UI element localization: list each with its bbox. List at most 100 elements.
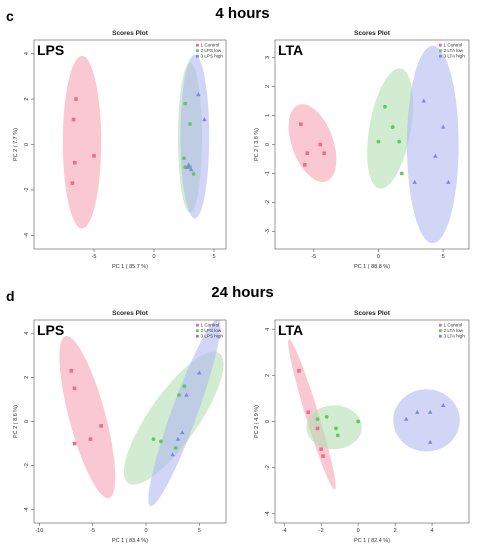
legend-entry: 3 LPS high [201,334,224,339]
data-point-series-2-2 [334,426,338,431]
x-tick-label: 2 [394,528,397,534]
x-axis-label: PC 1 ( 82.4 %) [354,538,390,544]
data-point-series-1-1 [297,368,301,373]
data-point-series-2-2 [188,122,192,126]
x-tick-label: -2 [319,528,324,534]
data-point-series-3-2 [202,117,207,122]
data-point-series-3-4 [175,436,181,441]
plot-area [288,339,460,490]
x-tick-label: -10 [35,528,43,534]
legend-swatch [439,43,442,47]
section-title-4-hours: 4 hours [215,5,270,22]
data-point-series-2-4 [397,139,402,144]
data-point-series-1-3 [315,426,320,431]
data-point-series-1-3 [99,424,103,428]
y-tick-label: -2 [24,187,30,192]
x-tick-label: -5 [90,528,95,534]
data-point-series-3-3 [185,164,190,169]
data-point-series-1-2 [306,410,311,415]
scores-plot-lta-4h: Scores Plot -5 0 5 -3 -2 -1 0 1 2 3 PC 1 ( 88.8 %) P… [254,30,470,270]
data-point-series-3-1 [421,98,426,103]
data-point-series-2-1 [324,414,329,419]
chart-title: Scores Plot [112,310,149,317]
legend-entry: 3 LPS high [201,54,224,59]
data-point-series-1-4 [88,437,93,441]
data-point-series-3-1 [196,92,201,97]
confidence-ellipse-series-2 [306,405,362,450]
x-tick-label: 4 [431,528,434,534]
data-point-series-1-4 [73,160,77,165]
x-tick-label: 5 [198,528,201,534]
confidence-ellipse-series-1 [288,104,337,182]
y-tick-label: -4 [24,507,30,512]
plot-area [288,45,459,244]
x-tick-label: 0 [152,254,155,260]
data-point-series-1-5 [70,181,75,185]
x-tick-label: 0 [377,254,380,260]
data-point-series-2-3 [335,433,340,438]
data-point-series-2-5 [191,172,196,176]
x-axis-label: PC 1 ( 83.4 %) [112,538,148,544]
legend-swatch [196,43,199,47]
legend-swatch [439,334,442,338]
legend-swatch [439,54,442,58]
y-tick-label: 2 [265,85,271,88]
legend-entry: 3 LTA high [444,334,466,339]
data-point-series-1-5 [321,454,325,458]
data-point-series-2-5 [315,417,320,422]
legend-swatch [439,329,442,333]
legend-entry: 1 Control [201,43,220,48]
data-point-series-2-1 [383,104,387,109]
confidence-ellipse-series-3 [393,389,460,452]
legend-swatch [439,49,442,53]
chart-title: Scores Plot [354,310,391,317]
y-tick-label: -4 [24,233,30,238]
legend-entry: 2 LPS low [201,48,222,53]
y-tick-label: 0 [265,143,271,146]
y-tick-label: 2 [24,376,30,379]
data-point-series-2-4 [356,419,361,424]
legend-entry: 1 Control [201,323,220,328]
scores-plot-lps-24h: Scores Plot -10 -5 0 5 -4 -2 0 2 4 PC 1 ( 83.4 %) P… [13,310,227,544]
legend-swatch [196,49,199,53]
data-point-series-2-2 [177,393,181,397]
x-tick-label: -4 [282,528,287,534]
data-point-series-3-5 [170,452,175,457]
legend-entry: 2 LTA low [444,48,464,53]
data-point-series-3-3 [433,153,438,158]
y-tick-label: 4 [265,328,271,331]
data-point-series-1-2 [318,142,323,147]
x-tick-label: -5 [92,254,97,260]
data-point-series-2-5 [173,446,178,450]
data-point-series-1-4 [319,447,323,451]
legend-entry: 1 Control [444,323,463,328]
data-point-series-3-1 [197,370,202,375]
legend-swatch [196,334,199,338]
data-point-series-1-1 [74,97,78,101]
panel-label: LPS [37,42,64,58]
plot-area [62,54,210,229]
legend-swatch [196,329,199,333]
section-title-24-hours: 24 hours [211,284,274,301]
y-tick-label: -2 [265,465,271,470]
y-tick-label: -2 [265,200,271,205]
x-tick-label: 5 [442,254,445,260]
data-point-series-1-3 [305,151,310,156]
data-point-series-3-4 [412,179,417,184]
y-axis-label: PC 2 ( 3.8 %) [254,128,260,161]
chart-title: Scores Plot [354,30,391,37]
x-axis-label: PC 1 ( 88.8 %) [354,264,390,270]
chart-title: Scores Plot [112,30,149,37]
data-point-series-2-5 [399,171,404,176]
panel-label: LTA [278,42,303,58]
data-point-series-1-2 [72,386,77,391]
data-point-series-2-3 [376,139,381,144]
data-point-series-3-5 [189,167,194,172]
data-point-series-3-4 [186,162,191,167]
data-point-series-3-2 [440,124,446,129]
data-point-series-2-3 [151,437,156,442]
data-point-series-3-1 [403,416,409,421]
x-axis-label: PC 1 ( 85.7 %) [112,264,148,270]
legend-entry: 2 LPS low [201,328,222,333]
data-point-series-2-1 [182,384,187,389]
